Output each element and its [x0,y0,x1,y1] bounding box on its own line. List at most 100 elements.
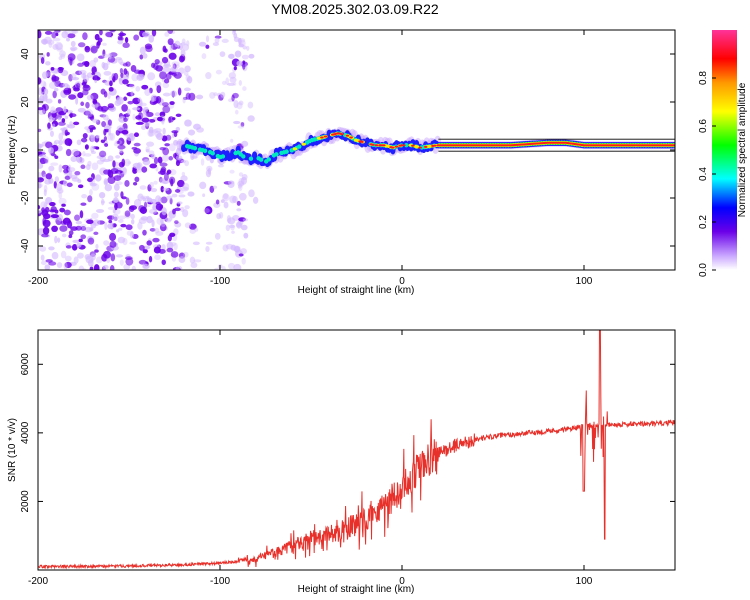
spectrogram-noise-dot [62,164,69,170]
spectrogram-noise-dot [203,208,210,214]
spectrogram-noise-dot [212,42,220,47]
spectrogram-noise-dot [133,132,140,138]
spectrogram-noise-dot [38,151,46,156]
spectrogram-noise-dot [215,199,220,205]
spectrogram-noise-dot [87,177,93,182]
spectrogram-noise-dot [170,90,178,97]
spectrogram-noise-dot [41,71,48,79]
spectrogram-noise-dot [190,152,195,160]
spectrogram-noise-dot [118,215,126,220]
spectrogram-noise-dot [132,107,141,111]
spectrogram-noise-dot [111,213,119,222]
spectrogram-noise-dot [187,191,195,197]
spectrogram-noise-dot [149,227,156,232]
spectrogram-noise-dot [181,38,186,45]
spectrogram-noise-dot [115,254,124,258]
spectrogram-noise-dot [238,253,244,257]
spectrogram-noise-dot [39,246,47,252]
spectrogram-noise-dot [221,80,227,86]
spectrogram-noise-dot [108,52,112,60]
spectrogram-ytick-label: 40 [20,48,31,60]
spectrogram-noise-dot [66,37,70,42]
colorbar-gradient [712,30,737,270]
spectrogram-noise-dot [66,182,73,188]
spectrogram-noise-dot [238,39,246,47]
spectrogram-ridge-red [323,135,328,138]
spectrogram-noise-dot [65,245,72,249]
spectrogram-noise-dot [127,100,134,105]
spectrogram-noise-dot [198,41,207,47]
spectrogram-noise-dot [221,265,226,270]
spectrogram-noise-dot [54,176,60,183]
spectrogram-noise-dot [159,223,167,232]
spectrogram-noise-dot [142,264,150,270]
colorbar-ticks: 0.0 0.2 0.4 0.6 0.8 [698,71,716,277]
spectrogram-noise-dot [54,209,59,214]
spectrogram-noise-dot [71,30,79,34]
spectrogram-noise-dot [98,55,105,59]
spectrogram-noise-dot [91,162,99,171]
spectrogram-noise-dot [119,148,124,154]
spectrogram-noise-dot [58,132,64,141]
spectrogram-noise-dot [184,222,192,229]
spectrogram-noise-dot [248,189,255,198]
spectrogram-noise-dot [182,96,186,104]
spectrogram-noise-dot [43,189,47,197]
spectrogram-ridge-red [349,136,353,139]
spectrogram-noise-dot [61,118,66,123]
spectrogram-noise-dot [64,255,72,262]
spectrogram-noise-dot [99,30,103,36]
spectrogram-noise-dot [150,187,158,193]
spectrogram-noise-dot [178,194,186,198]
spectrogram-noise-dot [230,138,234,143]
spectrogram-noise-dot [132,113,136,121]
spectrogram-noise-dot [71,244,78,251]
spectrogram-noise-dot [178,67,185,74]
spectrogram-noise-dot [158,248,166,254]
spectrogram-noise-dot [225,243,234,250]
spectrogram-noise-dot [119,31,124,38]
spectrogram-noise-dot [252,196,259,204]
spectrogram-noise-dot [141,125,147,131]
spectrogram-noise-dot [152,237,160,243]
spectrogram-ridge-red [391,146,395,149]
spectrogram-noise-dot [100,139,106,143]
spectrogram-noise-dot [182,43,190,51]
spectrogram-noise-dot [121,129,129,135]
spectrogram-ridge-green [220,154,226,159]
spectrogram-noise-dot [123,96,128,101]
spectrogram-ridge-red [345,134,350,137]
spectrogram-noise-dot [41,170,46,178]
spectrogram-noise-dot [71,72,77,81]
spectrogram-noise-dot [88,113,94,119]
spectrogram-noise-dot [85,101,90,109]
spectrogram-noise-dot [110,167,119,175]
spectrogram-ridge-red [394,145,399,148]
spectrogram-noise-dot [122,73,130,81]
spectrogram-noise-dot [159,178,167,184]
spectrogram-noise-dot [142,229,147,236]
snr-xlabel: Height of straight line (km) [298,584,415,595]
spectrogram-noise-dot [50,162,59,166]
spectrogram-noise-dot [40,201,48,209]
spectrogram-noise-dot [83,84,90,89]
spectrogram-noise-dot [160,196,168,204]
snr-panel: -200 -100 0 100 2000 4000 6000 Height of strai… [7,329,676,595]
spectrogram-xtick-label: -100 [210,276,230,287]
spectrogram-noise-dot [194,227,199,232]
spectrogram-noise-dot [132,167,138,174]
spectrogram-ridge-green [210,151,215,156]
spectrogram-noise-dot [180,175,188,182]
spectrogram-noise-dot [75,96,79,105]
spectrogram-noise-dot [115,155,121,159]
spectrogram-noise-dot [74,171,81,176]
spectrogram-noise-dot [233,263,242,270]
spectrogram-noise-dot [205,241,213,245]
spectrogram-noise-dot [57,214,63,222]
spectrogram-noise-dot [171,193,178,198]
spectrogram-noise-dot [76,82,81,89]
spectrogram-noise-dot [155,201,161,205]
spectrogram-noise-dot [120,191,124,199]
spectrogram-noise-dot [233,36,240,43]
spectrogram-noise-dot [51,31,57,39]
